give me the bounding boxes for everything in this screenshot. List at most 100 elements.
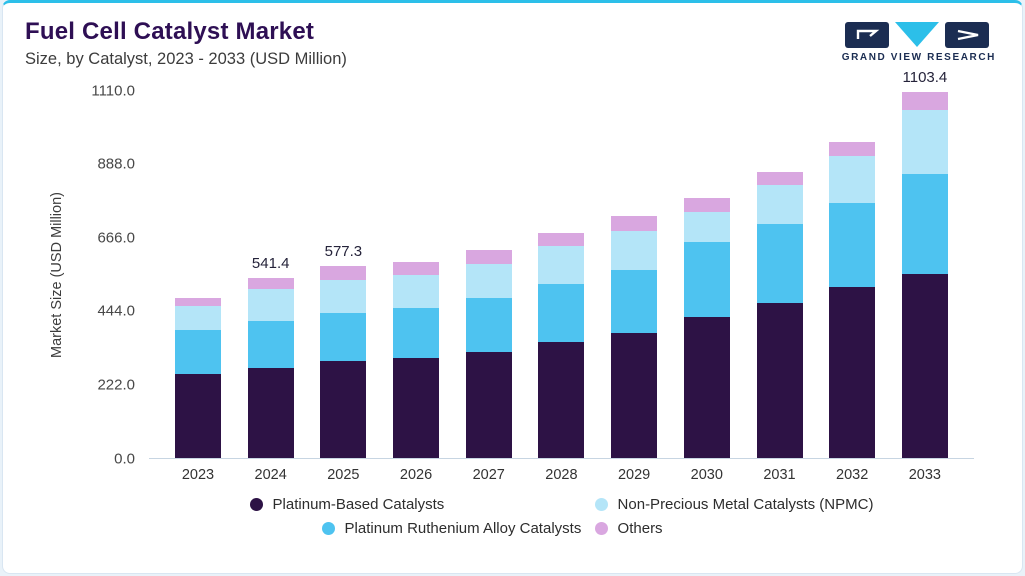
bar-segment (465, 298, 512, 352)
x-axis: 2023 2024 2025 2026 2027 2028 2029 2030 2031 2032… (149, 459, 974, 483)
legend-item: Non-Precious Metal Catalysts (NPMC) (594, 496, 873, 513)
bar-segment (901, 91, 948, 110)
bar-stack (538, 232, 585, 458)
bar-stack (320, 266, 367, 458)
page-title: Fuel Cell Catalyst Market (25, 18, 315, 45)
bar-2033: 1103.4 (901, 69, 948, 458)
bar-stack (175, 298, 221, 458)
bar-segment (393, 308, 440, 359)
y-axis-tick: 222.0 (97, 376, 135, 394)
bar-segment (611, 333, 658, 458)
bar-segment (538, 246, 585, 284)
x-axis-label: 2024 (254, 466, 287, 483)
bar-segment (756, 223, 803, 304)
bar-segment (175, 306, 221, 330)
bar-segment (175, 298, 221, 307)
x-axis-label: 2031 (763, 466, 796, 483)
bar-segment (683, 198, 730, 212)
bar-segment (320, 361, 367, 458)
bar-2024: 541.4 (247, 91, 294, 458)
bar-segment (247, 321, 294, 368)
bar-segment (683, 316, 730, 458)
bar-2028 (538, 91, 585, 458)
bar-segment (465, 250, 512, 264)
bar-segment (393, 262, 440, 276)
legend-item: Platinum-Based Catalysts (249, 495, 595, 513)
bar-segment (829, 286, 876, 458)
bar-stack (465, 250, 512, 458)
title-block: Fuel Cell Catalyst Market Size, by Catal… (25, 18, 347, 69)
bar-stack (829, 141, 876, 458)
bar-segment (611, 215, 658, 231)
legend-marker-icon (594, 497, 608, 511)
bar-segment (829, 141, 876, 156)
x-axis-label: 2029 (617, 466, 651, 483)
x-axis-label: 2025 (327, 466, 360, 483)
legend-item: Platinum Ruthenium Alloy Catalysts (321, 519, 595, 537)
bar-segment (756, 184, 803, 224)
bar-segment (247, 289, 294, 322)
logo-text: GRAND VIEW RESEARCH (841, 52, 996, 63)
x-axis-label: 2028 (545, 466, 578, 483)
header: Fuel Cell Catalyst Market Size, by Catal… (3, 3, 1022, 69)
legend-marker-icon (594, 521, 608, 535)
bar-segment (611, 230, 658, 271)
bar-segment (901, 109, 948, 175)
legend-label: Platinum Ruthenium Alloy Catalysts (344, 519, 582, 537)
y-axis-tick: 1110.0 (91, 82, 135, 100)
bar-2029 (611, 91, 658, 458)
bar-2030 (683, 91, 730, 458)
y-axis-tick: 0.0 (114, 450, 135, 468)
bar-segment (247, 278, 294, 290)
bar-2026 (393, 91, 440, 458)
bar-segment (538, 283, 585, 342)
logo-right-glyph-icon (957, 29, 979, 41)
bar-segment (538, 341, 585, 458)
logo-shapes-icon (844, 22, 989, 48)
chart-area: Market Size (USD Million) 0.0 222.0 444.0 6… (3, 69, 1022, 537)
bar-segment (756, 171, 803, 185)
logo-left-tile (844, 22, 889, 48)
bar-segment (320, 313, 367, 362)
bar-stack (247, 278, 294, 458)
bar-segment (683, 211, 730, 243)
x-axis-label: 2027 (472, 466, 505, 483)
bar-segment (247, 367, 294, 458)
bar-segment (465, 351, 512, 458)
bar-segment (829, 203, 876, 287)
bar-stack (901, 91, 948, 458)
x-axis-label: 2023 (181, 466, 215, 483)
legend-label: Platinum-Based Catalysts (272, 495, 445, 513)
logo-left-glyph-icon (856, 29, 880, 39)
bar-value-label: 577.3 (324, 243, 363, 261)
legend-label: Others (617, 519, 663, 537)
bar-stack (683, 198, 730, 458)
x-axis-label: 2032 (836, 466, 869, 483)
bar-segment (393, 358, 440, 458)
y-axis-tick: 666.0 (97, 229, 135, 247)
legend-item: Others (594, 519, 874, 537)
y-axis-tick: 444.0 (97, 302, 135, 320)
bar-segment (175, 329, 221, 374)
bar-2025: 577.3 (320, 91, 367, 458)
bar-2023 (175, 91, 221, 458)
plot-area: 541.4 577.3 1103.4 (149, 69, 974, 459)
bar-stack (393, 262, 440, 458)
legend: Platinum-Based Catalysts Non-Precious Met… (249, 495, 874, 537)
bar-segment (538, 232, 585, 247)
bar-2031 (756, 91, 803, 458)
bar-segment (683, 242, 730, 317)
bar-segment (901, 273, 948, 458)
bar-value-label: 1103.4 (902, 68, 948, 86)
legend-marker-icon (321, 521, 335, 535)
bar-segment (320, 280, 367, 314)
y-axis: 0.0 222.0 444.0 666.0 888.0 1110.0 (71, 82, 149, 467)
bar-segment (320, 266, 367, 281)
x-axis-label: 2026 (399, 466, 433, 483)
bar-segment (393, 275, 440, 309)
bar-segment (611, 270, 658, 334)
bar-2032 (829, 91, 876, 458)
bar-segment (175, 373, 221, 458)
bar-segment (756, 303, 803, 458)
